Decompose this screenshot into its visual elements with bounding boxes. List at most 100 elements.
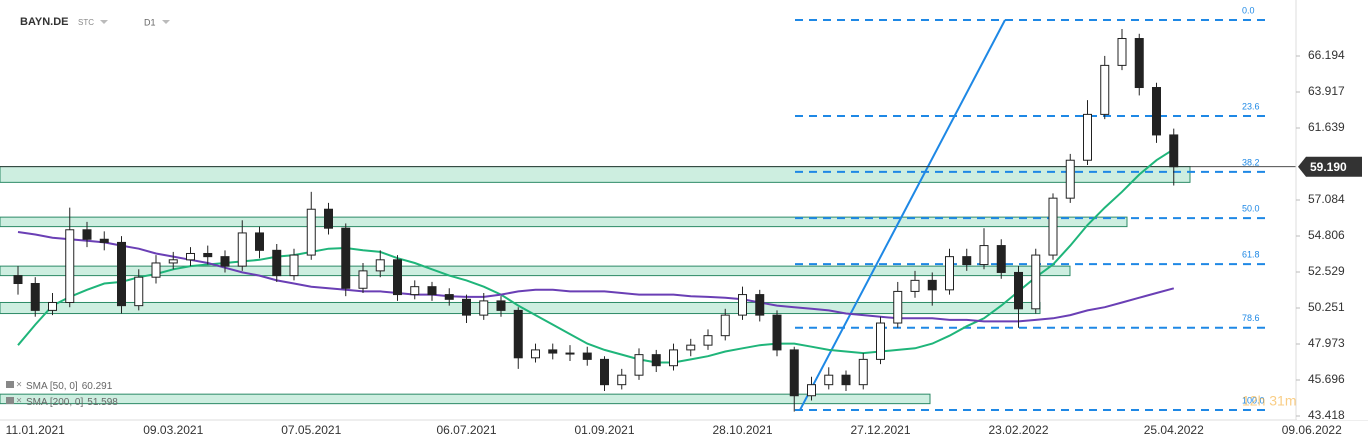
x-tick-label: 07.05.2021 [281, 423, 341, 437]
candle-body [272, 249, 282, 277]
legend-close[interactable]: × [16, 396, 22, 407]
candle-body [1048, 197, 1058, 256]
fib-label: 78.6 [1242, 313, 1260, 323]
legend-icon[interactable] [6, 381, 14, 388]
moving-averages [17, 148, 1175, 364]
candle-body [462, 298, 471, 316]
y-tick-label: 43.418 [1308, 408, 1345, 422]
candle-body [634, 354, 644, 376]
fibonacci: 0.0 23.6 38.2 50.0 61.8 78.6 100.0 [0, 5, 1296, 411]
fib-label: 0.0 [1242, 5, 1255, 15]
candle-body [427, 286, 437, 296]
zone [0, 393, 931, 405]
legend-entry: SMA [50, 0] 60.291 [26, 381, 113, 392]
candle-body [669, 349, 678, 367]
timeframe[interactable]: D1 [144, 17, 156, 27]
candle-body [30, 283, 40, 311]
fib-label: 50.0 [1242, 203, 1260, 213]
candle-body [996, 245, 1006, 273]
candle-body [237, 232, 247, 267]
candle-body [1134, 38, 1144, 89]
candle-body [600, 358, 609, 386]
candle-body [1083, 113, 1092, 161]
legend-close[interactable]: × [16, 380, 22, 391]
candle-body [513, 309, 523, 359]
legend-name: SMA [50, 0] [26, 381, 78, 392]
y-tick-label: 63.917 [1308, 84, 1345, 98]
candle-body [117, 241, 126, 307]
sma-line [17, 231, 1175, 323]
dropdown-icon[interactable] [100, 20, 108, 24]
x-tick-label: 06.07.2021 [436, 423, 496, 437]
candle-body [444, 294, 454, 300]
x-tick-label: 27.12.2021 [850, 423, 910, 437]
candle-body [341, 227, 351, 289]
candle-body [755, 294, 765, 316]
current-price-label: 59.190 [1310, 160, 1347, 174]
candle-body [289, 254, 299, 277]
candle-body [358, 270, 368, 289]
legend: × SMA [50, 0] 60.291 × SMA [200, 0] 51.598 12h… [6, 380, 1296, 409]
legend-entry: SMA [200, 0] 51.598 [26, 397, 118, 408]
x-tick-label: 11.01.2021 [6, 423, 65, 437]
legend-name: SMA [200, 0] [26, 397, 83, 408]
candle-body [306, 208, 316, 256]
symbol[interactable]: BAYN.DE [20, 16, 69, 28]
candle-body [548, 349, 558, 354]
y-tick-label: 45.696 [1308, 372, 1345, 386]
candle-body [99, 238, 109, 243]
candle-body [1169, 134, 1179, 168]
y-tick-label: 57.084 [1308, 192, 1345, 206]
candle-body [1152, 87, 1161, 136]
candle-body [410, 286, 420, 296]
trend-line [799, 19, 1006, 411]
fib-label: 23.6 [1242, 101, 1260, 111]
candle-body [893, 290, 903, 324]
candle-body [651, 354, 661, 367]
x-tick-label: 28.10.2021 [712, 423, 772, 437]
fib-label: 61.8 [1242, 249, 1260, 259]
x-tick-label: 23.02.2022 [988, 423, 1048, 437]
candle-body [927, 279, 937, 291]
x-tick-label: 25.04.2022 [1144, 423, 1204, 437]
candle-body [393, 259, 402, 296]
candle-body [617, 374, 627, 386]
y-tick-label: 61.639 [1308, 120, 1345, 134]
candle-body [686, 344, 696, 351]
y-tick-label: 54.806 [1308, 228, 1345, 242]
zone [0, 216, 1128, 228]
candle-body [168, 259, 178, 264]
current-price-box [1298, 156, 1362, 177]
candle-body [1100, 64, 1110, 115]
candle-body [186, 252, 195, 261]
candle-body [496, 300, 506, 311]
axes: 43.418 45.696 47.973 50.251 52.529 54.806 57.0… [6, 0, 1368, 437]
candle-body [582, 352, 592, 360]
candle-body [720, 314, 730, 337]
candle-body [738, 294, 747, 316]
candle-body [65, 229, 75, 303]
candle-body [324, 208, 333, 229]
legend-icon[interactable] [6, 397, 14, 404]
candle-body [220, 256, 230, 267]
candle-body [255, 232, 264, 251]
fib-label: 38.2 [1242, 157, 1260, 167]
legend-value: 60.291 [82, 381, 113, 392]
fib-label: 100.0 [1242, 395, 1265, 405]
candle-body [134, 276, 144, 307]
x-tick-label: 09.03.2021 [143, 423, 203, 437]
candle-body [876, 322, 885, 360]
candles [13, 29, 1179, 412]
candle-body [772, 314, 782, 351]
dropdown-icon[interactable] [162, 20, 170, 24]
candle-body [824, 374, 834, 386]
plot-area [0, 0, 1296, 420]
legend-value: 51.598 [87, 397, 118, 408]
instrument-type[interactable]: STC [78, 18, 94, 27]
candle-body [151, 262, 161, 278]
candle-body [910, 279, 920, 292]
zone [0, 166, 1191, 183]
price-axis-bg [1297, 0, 1368, 420]
candle-body [565, 352, 575, 355]
y-tick-label: 52.529 [1308, 264, 1345, 278]
